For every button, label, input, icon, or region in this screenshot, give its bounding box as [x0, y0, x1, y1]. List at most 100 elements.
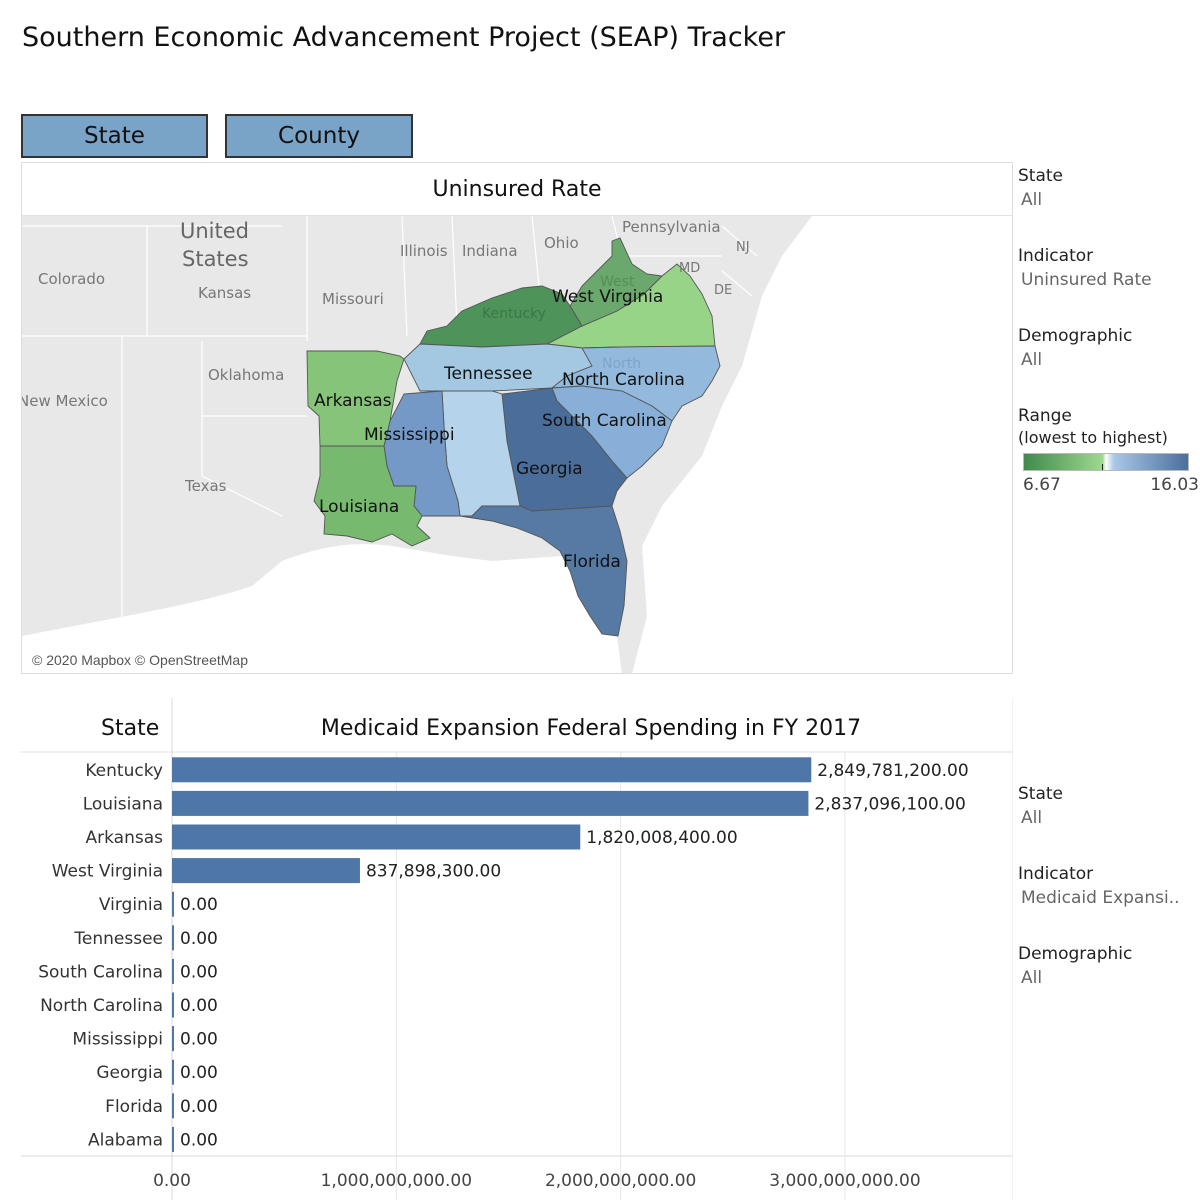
label-west-virginia: West Virginia: [552, 287, 663, 307]
atlantic-ocean: [632, 216, 1012, 673]
state-louisiana: [313, 445, 431, 547]
label-north-carolina: North Carolina: [562, 370, 685, 390]
medicaid-spending-chart: State Medicaid Expansion Federal Spendin…: [21, 698, 1013, 1200]
label-de: DE: [714, 283, 732, 298]
bar[interactable]: [172, 891, 174, 917]
demographic-filter-label: Demographic: [1018, 326, 1133, 346]
map-area[interactable]: United States Colorado Kansas Missouri I…: [22, 216, 1012, 673]
label-missouri: Missouri: [322, 290, 384, 308]
label-indiana: Indiana: [462, 242, 518, 260]
category-label: Louisiana: [83, 794, 163, 814]
label-west-faint: West: [600, 274, 635, 290]
county-view-button[interactable]: County: [225, 114, 413, 158]
category-label: West Virginia: [52, 862, 163, 882]
x-tick-label: 0.00: [153, 1171, 191, 1191]
state-arkansas: [306, 350, 405, 447]
chart-demographic-filter-label: Demographic: [1018, 944, 1133, 964]
label-states: States: [182, 247, 249, 271]
range-color-bar: [1023, 453, 1189, 471]
bar[interactable]: [172, 790, 809, 816]
bar-value-label: 1,820,008,400.00: [586, 828, 737, 848]
bar-value-label: 2,837,096,100.00: [814, 794, 965, 814]
bar-value-label: 0.00: [180, 1130, 218, 1150]
category-label: North Carolina: [40, 996, 163, 1016]
label-ohio: Ohio: [544, 234, 579, 252]
category-label: Kentucky: [85, 761, 163, 781]
label-nj: NJ: [736, 240, 750, 255]
bar[interactable]: [172, 992, 174, 1018]
label-united: United: [180, 219, 249, 243]
label-colorado: Colorado: [38, 270, 105, 288]
range-min-value: 6.67: [1023, 475, 1061, 495]
row-header-label: State: [101, 716, 159, 741]
label-pennsylvania: Pennsylvania: [622, 218, 721, 236]
bar[interactable]: [172, 1026, 174, 1052]
chart-state-filter[interactable]: State All: [1018, 784, 1198, 828]
label-texas: Texas: [184, 477, 227, 495]
x-tick-label: 1,000,000,000.00: [321, 1171, 472, 1191]
map-filters: State All Indicator Uninsured Rate Demog…: [1018, 166, 1199, 531]
label-md: MD: [679, 261, 700, 276]
chart-demographic-filter[interactable]: Demographic All: [1018, 944, 1198, 988]
bar-value-label: 0.00: [180, 1097, 218, 1117]
southern-states: [306, 237, 721, 637]
bar-value-label: 0.00: [180, 996, 218, 1016]
label-kentucky-faint: Kentucky: [482, 306, 546, 322]
category-label: Arkansas: [86, 828, 164, 848]
bar[interactable]: [172, 1059, 174, 1085]
demographic-filter-value[interactable]: All: [1021, 350, 1043, 370]
bar[interactable]: [172, 925, 174, 951]
state-west-virginia: [569, 237, 663, 327]
label-florida: Florida: [563, 552, 621, 572]
state-filter-label: State: [1018, 166, 1063, 186]
bar-value-label: 0.00: [180, 1063, 218, 1083]
indicator-filter-value[interactable]: Uninsured Rate: [1021, 270, 1152, 290]
bar[interactable]: [172, 824, 581, 850]
chart-indicator-filter[interactable]: Indicator Medicaid Expansi..: [1018, 864, 1198, 908]
bar-value-label: 837,898,300.00: [366, 862, 501, 882]
bar-value-label: 0.00: [180, 929, 218, 949]
range-legend-sublabel: (lowest to highest): [1018, 428, 1168, 447]
chart-title: Medicaid Expansion Federal Spending in F…: [321, 716, 861, 741]
indicator-filter[interactable]: Indicator Uninsured Rate: [1018, 246, 1198, 290]
bars: Kentucky 2,849,781,200.00 Louisiana 2,837,0…: [38, 757, 969, 1152]
gulf-of-mexico: [22, 544, 622, 673]
label-north-faint: North: [602, 356, 641, 372]
chart-state-filter-value[interactable]: All: [1021, 808, 1043, 828]
map-attribution: © 2020 Mapbox © OpenStreetMap: [32, 652, 248, 668]
category-label: Mississippi: [72, 1030, 163, 1050]
bar[interactable]: [172, 858, 360, 884]
bar[interactable]: [172, 958, 174, 984]
x-tick-label: 2,000,000,000.00: [545, 1171, 696, 1191]
bar[interactable]: [172, 757, 812, 783]
map-title: Uninsured Rate: [22, 163, 1012, 216]
bar[interactable]: [172, 1126, 174, 1152]
label-oklahoma: Oklahoma: [208, 366, 284, 384]
range-midpoint-tick: [1102, 464, 1103, 470]
bar[interactable]: [172, 1093, 174, 1119]
bar-value-label: 0.00: [180, 895, 218, 915]
chart-indicator-filter-label: Indicator: [1018, 864, 1094, 884]
chart-demographic-filter-value[interactable]: All: [1021, 968, 1043, 988]
label-kansas: Kansas: [198, 284, 251, 302]
state-filter-value[interactable]: All: [1021, 190, 1043, 210]
state-florida: [459, 505, 628, 637]
state-filter[interactable]: State All: [1018, 166, 1198, 210]
demographic-filter[interactable]: Demographic All: [1018, 326, 1198, 370]
category-label: Virginia: [99, 895, 163, 915]
uninsured-rate-map-panel: Uninsured Rate: [21, 162, 1013, 674]
range-max-value: 16.03: [1150, 475, 1199, 495]
bar-value-label: 0.00: [180, 962, 218, 982]
state-view-button[interactable]: State: [21, 114, 208, 158]
bar-value-label: 2,849,781,200.00: [817, 761, 968, 781]
category-label: Alabama: [88, 1130, 163, 1150]
gridlines: [395, 752, 846, 1200]
category-label: Georgia: [96, 1063, 163, 1083]
category-label: Tennessee: [73, 929, 163, 949]
indicator-filter-label: Indicator: [1018, 246, 1094, 266]
background-labels: United States Colorado Kansas Missouri I…: [22, 218, 750, 495]
label-louisiana: Louisiana: [319, 497, 399, 517]
label-new-mexico: New Mexico: [22, 392, 108, 410]
chart-indicator-filter-value[interactable]: Medicaid Expansi..: [1021, 888, 1180, 908]
label-mississippi: Mississippi: [364, 425, 455, 445]
